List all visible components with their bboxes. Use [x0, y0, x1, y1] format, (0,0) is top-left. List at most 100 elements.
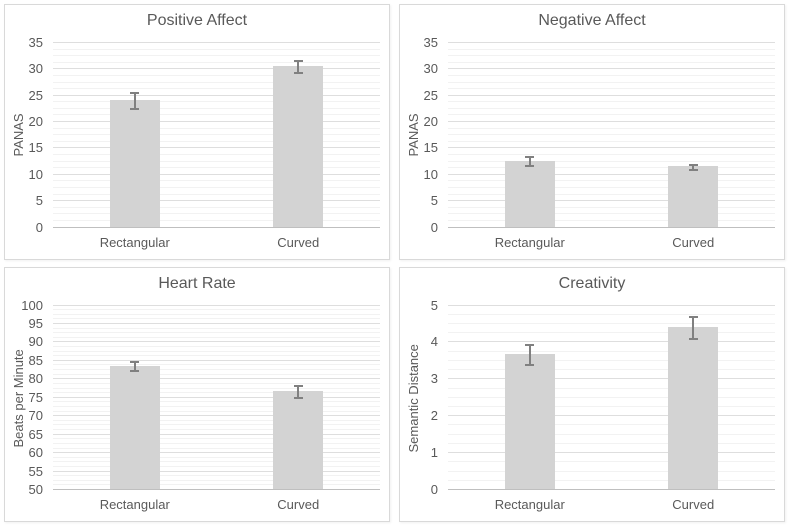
gridline-major	[53, 396, 380, 398]
bar-curved	[668, 166, 719, 227]
gridline-major	[53, 42, 380, 43]
error-bar-cap-top	[525, 344, 535, 347]
gridline-minor	[53, 193, 380, 195]
gridline-major	[53, 415, 380, 417]
gridline-minor	[448, 405, 775, 407]
y-tick-label: 0	[430, 219, 438, 235]
gridline-minor	[448, 359, 775, 361]
y-tick-label: 100	[21, 297, 43, 313]
gridline-minor	[448, 107, 775, 109]
gridline-major	[448, 341, 775, 343]
y-tick-label: 5	[430, 193, 438, 209]
gridline-minor	[448, 470, 775, 472]
gridline-major	[53, 304, 380, 306]
gridline-major	[448, 94, 775, 96]
y-tick-label: 20	[28, 114, 43, 130]
gridline-major	[53, 173, 380, 175]
y-tick-label: 10	[423, 166, 438, 182]
gridline-minor	[53, 461, 380, 463]
gridline-minor	[448, 219, 775, 221]
gridline-minor	[448, 369, 775, 371]
gridline-major	[53, 452, 380, 454]
error-bar-cap-top	[293, 384, 303, 387]
gridline-minor	[448, 206, 775, 208]
y-tick-label: 90	[28, 334, 43, 350]
y-tick-label: 60	[28, 445, 43, 461]
gridline-minor	[53, 167, 380, 169]
gridline-minor	[53, 154, 380, 156]
x-category-label: Curved	[672, 234, 715, 250]
gridline-minor	[448, 74, 775, 76]
gridline-minor	[53, 373, 380, 375]
gridline-minor	[448, 186, 775, 188]
bar-rectangular	[504, 160, 555, 227]
gridline-minor	[53, 392, 380, 394]
gridline-major	[53, 200, 380, 202]
gridline-minor	[448, 442, 775, 444]
gridline-minor	[448, 48, 775, 50]
gridline-minor	[53, 313, 380, 315]
error-bar	[297, 60, 300, 73]
gridline-major	[53, 341, 380, 343]
gridline-minor	[53, 101, 380, 103]
chart-title: Heart Rate	[158, 274, 236, 292]
gridline-minor	[53, 410, 380, 412]
error-bar	[692, 164, 695, 171]
x-category-label: Rectangular	[494, 497, 565, 512]
y-tick-label: 5	[430, 297, 438, 313]
gridline-minor	[53, 429, 380, 431]
y-tick-label: 15	[423, 140, 438, 156]
gridline-minor	[53, 107, 380, 109]
gridline-minor	[53, 364, 380, 366]
gridline-major	[53, 470, 380, 472]
gridline-minor	[448, 134, 775, 136]
gridline-minor	[53, 419, 380, 421]
plot-area: 0 5 10 15 20 25 30 35 Rectangular Curved	[424, 35, 775, 250]
x-category-label: Rectangular	[494, 234, 565, 250]
y-tick-label: 80	[28, 371, 43, 387]
gridline-minor	[448, 461, 775, 463]
gridline-minor	[448, 213, 775, 215]
bar-rectangular	[109, 100, 160, 227]
y-tick-label: 25	[423, 87, 438, 103]
y-tick-label: 1	[430, 445, 438, 461]
x-axis-line	[53, 489, 380, 490]
gridline-major	[448, 415, 775, 417]
gridline-minor	[53, 140, 380, 142]
gridline-minor	[448, 322, 775, 324]
gridline-minor	[448, 154, 775, 156]
x-axis-line	[448, 489, 775, 490]
gridline-minor	[53, 81, 380, 83]
y-tick-label: 5	[35, 193, 43, 209]
bar-curved	[273, 65, 324, 227]
x-category-label: Rectangular	[99, 497, 170, 512]
gridline-major	[53, 94, 380, 96]
chart-panel-heart-rate: Heart Rate Beats per Minute 50 55 60 65 70 75…	[4, 266, 390, 522]
chart-title: Positive Affect	[146, 12, 248, 29]
gridline-minor	[448, 350, 775, 352]
gridline-minor	[53, 475, 380, 477]
y-axis-title: Semantic Distance	[406, 343, 421, 452]
gridline-minor	[448, 101, 775, 103]
y-tick-label: 0	[430, 482, 438, 497]
y-tick-label: 35	[423, 35, 438, 50]
chart-panel-creativity: Creativity Semantic Distance 0 1 2 3 4 5 Recta…	[399, 266, 785, 522]
gridline-minor	[53, 369, 380, 371]
gridline-minor	[53, 88, 380, 90]
gridline-minor	[53, 424, 380, 426]
chart-title: Creativity	[558, 274, 626, 292]
gridline-minor	[53, 382, 380, 384]
gridline-minor	[53, 484, 380, 486]
gridline-minor	[53, 405, 380, 407]
gridline-major	[448, 378, 775, 380]
gridline-minor	[53, 213, 380, 215]
error-bar	[133, 362, 136, 372]
y-tick-label: 35	[28, 35, 43, 50]
gridline-minor	[53, 127, 380, 129]
plot-area: 0 5 10 15 20 25 30 35 Rectangular Curved	[29, 35, 380, 250]
gridline-minor	[53, 114, 380, 116]
y-tick-label: 70	[28, 408, 43, 424]
x-category-label: Curved	[277, 497, 320, 512]
gridline-minor	[53, 438, 380, 440]
